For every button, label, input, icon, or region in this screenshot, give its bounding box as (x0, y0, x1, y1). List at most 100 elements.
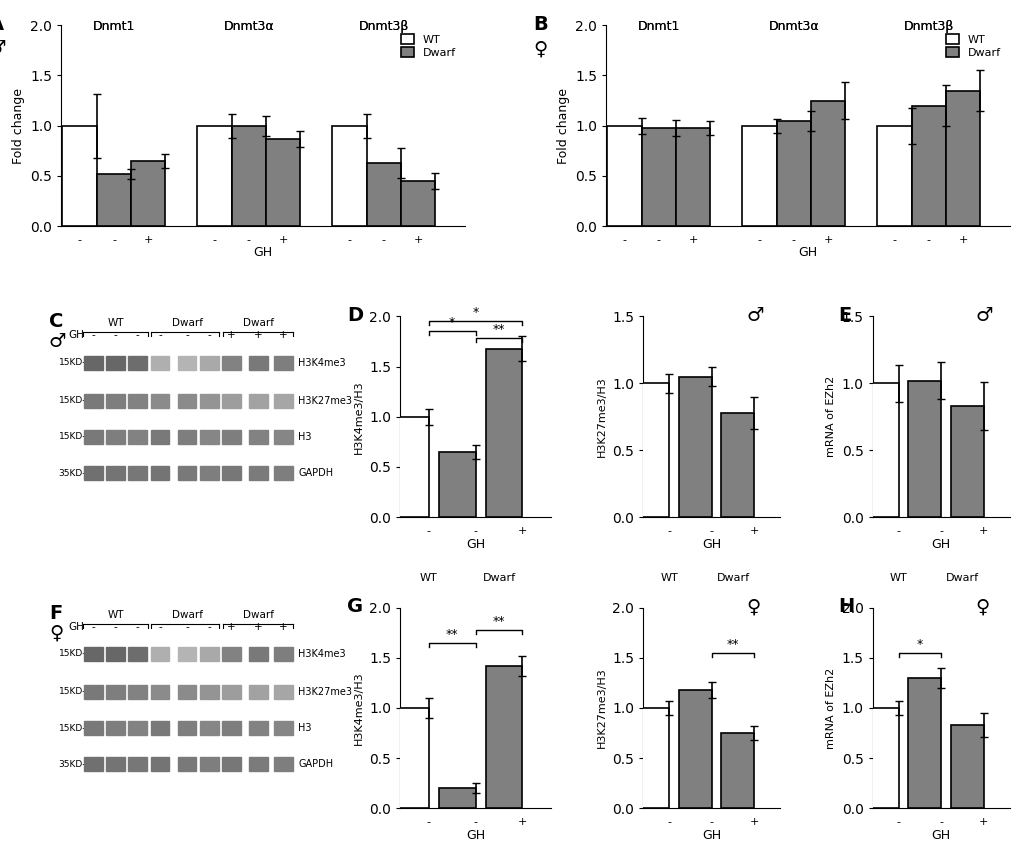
Bar (106, 757, 124, 771)
Bar (106, 429, 124, 444)
Text: -: - (113, 621, 117, 632)
Text: H3K4me3: H3K4me3 (298, 648, 345, 658)
X-axis label: GH: GH (702, 829, 720, 842)
Y-axis label: H3K4me3/H3: H3K4me3/H3 (354, 380, 364, 454)
Bar (151, 685, 169, 699)
Text: 15KD-: 15KD- (59, 433, 87, 441)
Bar (678, 690, 711, 808)
Text: Dwarf: Dwarf (482, 573, 515, 584)
Bar (106, 647, 124, 661)
Text: WT: WT (660, 573, 678, 584)
Bar (200, 355, 218, 370)
Bar (222, 757, 240, 771)
Text: H3K27me3: H3K27me3 (298, 396, 352, 406)
Bar (249, 394, 268, 408)
Bar (97, 173, 131, 226)
Bar (439, 788, 475, 808)
X-axis label: GH: GH (930, 537, 950, 551)
Bar (273, 647, 292, 661)
Bar (222, 394, 240, 408)
Text: D: D (347, 306, 363, 325)
Bar (151, 647, 169, 661)
Bar (907, 381, 941, 517)
Text: WT: WT (889, 573, 907, 584)
Bar (128, 466, 147, 480)
Text: ♂: ♂ (746, 306, 763, 325)
Text: H3: H3 (298, 432, 311, 442)
Text: +: + (254, 621, 263, 632)
Bar (249, 466, 268, 480)
Text: **: ** (492, 323, 504, 337)
Bar (485, 349, 522, 517)
Bar (392, 417, 428, 517)
Bar (222, 429, 240, 444)
Bar (106, 685, 124, 699)
Text: E: E (838, 306, 851, 325)
Bar (151, 355, 169, 370)
Text: H3K4me3: H3K4me3 (298, 358, 345, 368)
Bar (907, 678, 941, 808)
Bar (84, 685, 103, 699)
Bar (177, 757, 197, 771)
Text: *: * (448, 317, 454, 329)
Bar (400, 181, 435, 226)
Text: Dnmt1: Dnmt1 (93, 20, 135, 34)
Bar (151, 721, 169, 735)
Text: Dwarf: Dwarf (171, 318, 203, 328)
Text: GH: GH (68, 330, 85, 340)
Text: A: A (0, 15, 4, 35)
Bar (911, 105, 945, 226)
Bar (177, 394, 197, 408)
Bar (273, 757, 292, 771)
Bar (865, 383, 898, 517)
Bar (676, 128, 709, 226)
Bar (249, 429, 268, 444)
Bar (950, 406, 983, 517)
Bar (200, 685, 218, 699)
Text: +: + (278, 621, 287, 632)
Text: -: - (136, 330, 140, 340)
Bar (485, 666, 522, 808)
Text: H: H (838, 598, 854, 616)
Text: ♀: ♀ (974, 598, 988, 616)
Bar (950, 725, 983, 808)
Text: ♀: ♀ (746, 598, 759, 616)
Text: Dnmt3β: Dnmt3β (903, 20, 953, 34)
Text: Dwarf: Dwarf (171, 610, 203, 620)
Text: **: ** (492, 615, 504, 627)
Text: WT: WT (107, 610, 123, 620)
Bar (177, 355, 197, 370)
Y-axis label: H3K4me3/H3: H3K4me3/H3 (354, 671, 364, 744)
Text: 15KD-: 15KD- (59, 723, 87, 733)
Text: +: + (278, 330, 287, 340)
Bar (200, 429, 218, 444)
Bar (810, 100, 845, 226)
Bar (177, 429, 197, 444)
Text: -: - (207, 621, 211, 632)
Bar (249, 685, 268, 699)
Bar (84, 757, 103, 771)
Text: -: - (136, 621, 140, 632)
Bar (222, 647, 240, 661)
Bar (84, 394, 103, 408)
X-axis label: GH: GH (466, 537, 485, 551)
Text: Dnmt3β: Dnmt3β (359, 20, 409, 34)
Bar (128, 647, 147, 661)
Bar (106, 355, 124, 370)
Bar (641, 128, 676, 226)
Text: -: - (92, 330, 95, 340)
Bar (200, 721, 218, 735)
Bar (273, 685, 292, 699)
Text: 15KD-: 15KD- (59, 649, 87, 658)
Bar (332, 125, 367, 226)
Text: Dnmt1: Dnmt1 (93, 20, 135, 34)
Text: ♀: ♀ (533, 40, 547, 58)
Text: +: + (227, 330, 235, 340)
Bar (249, 647, 268, 661)
Bar (198, 125, 231, 226)
Y-axis label: H3K27me3/H3: H3K27me3/H3 (596, 376, 606, 457)
Y-axis label: Fold change: Fold change (556, 88, 569, 163)
Bar (273, 429, 292, 444)
Legend: WT, Dwarf: WT, Dwarf (397, 31, 459, 61)
Bar (273, 394, 292, 408)
